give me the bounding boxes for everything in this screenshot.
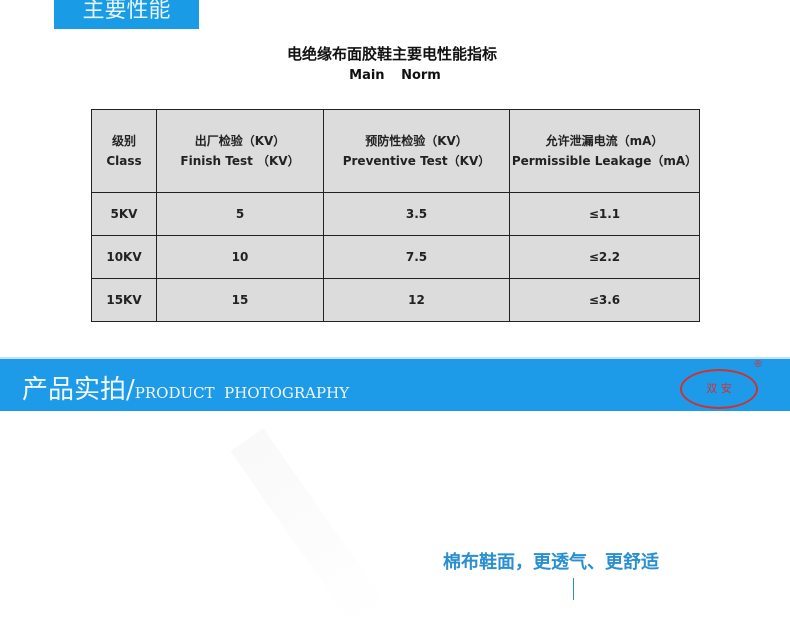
logo-text: 双 安: [706, 382, 732, 395]
cell: ≤2.2: [509, 235, 700, 279]
header-leakage: 允许泄漏电流（mA） Permissible Leakage（mA）: [509, 109, 700, 193]
cell: 3.5: [323, 192, 510, 236]
table-row: 10KV 10 7.5 ≤2.2: [91, 235, 700, 279]
cell: ≤1.1: [509, 192, 700, 236]
table-row: 15KV 15 12 ≤3.6: [91, 278, 700, 322]
spec-table: 级别 Class 出厂检验（KV） Finish Test （KV） 预防性检验（K…: [91, 109, 700, 322]
header-cn: 出厂检验（KV）: [194, 134, 286, 148]
header-en: Preventive Test（KV）: [342, 154, 491, 168]
table-header-row: 级别 Class 出厂检验（KV） Finish Test （KV） 预防性检验（K…: [91, 109, 700, 193]
cell: 5KV: [91, 192, 157, 236]
cell: ≤3.6: [509, 278, 700, 322]
banner-title-cn: 产品实拍/: [22, 375, 135, 405]
callout-line: [573, 578, 574, 600]
cell: 7.5: [323, 235, 510, 279]
header-en: Class: [106, 154, 142, 168]
cell: 10KV: [91, 235, 157, 279]
header-cn: 级别: [111, 134, 136, 148]
section-tag: 主要性能: [54, 0, 199, 29]
cell: 10: [156, 235, 324, 279]
header-en: Permissible Leakage（mA）: [511, 154, 698, 168]
table-row: 5KV 5 3.5 ≤1.1: [91, 192, 700, 236]
cell: 15: [156, 278, 324, 322]
section-banner: 产品实拍/PRODUCT PHOTOGRAPHY 双 安 ®: [0, 357, 790, 411]
page-subtitle: Main Norm: [349, 68, 441, 83]
header-cn: 预防性检验（KV）: [365, 134, 468, 148]
cell: 5: [156, 192, 324, 236]
feature-caption: 棉布鞋面，更透气、更舒适: [443, 552, 659, 573]
header-finish: 出厂检验（KV） Finish Test （KV）: [156, 109, 324, 193]
product-image-placeholder: [230, 428, 390, 632]
brand-logo: 双 安: [680, 369, 758, 409]
header-preventive: 预防性检验（KV） Preventive Test（KV）: [323, 109, 510, 193]
header-class: 级别 Class: [91, 109, 157, 193]
title-text: 电绝缘布面胶鞋主要电性能指标: [286, 45, 497, 63]
cell: 12: [323, 278, 510, 322]
header-en: Finish Test （KV）: [180, 154, 300, 168]
header-cn: 允许泄漏电流（mA）: [545, 134, 664, 148]
cell: 15KV: [91, 278, 157, 322]
registered-mark: ®: [753, 359, 763, 370]
banner-title: 产品实拍/PRODUCT PHOTOGRAPHY: [22, 369, 349, 406]
page-title: 电绝缘布面胶鞋主要电性能指标: [0, 43, 790, 64]
banner-title-en: PRODUCT PHOTOGRAPHY: [134, 384, 350, 402]
